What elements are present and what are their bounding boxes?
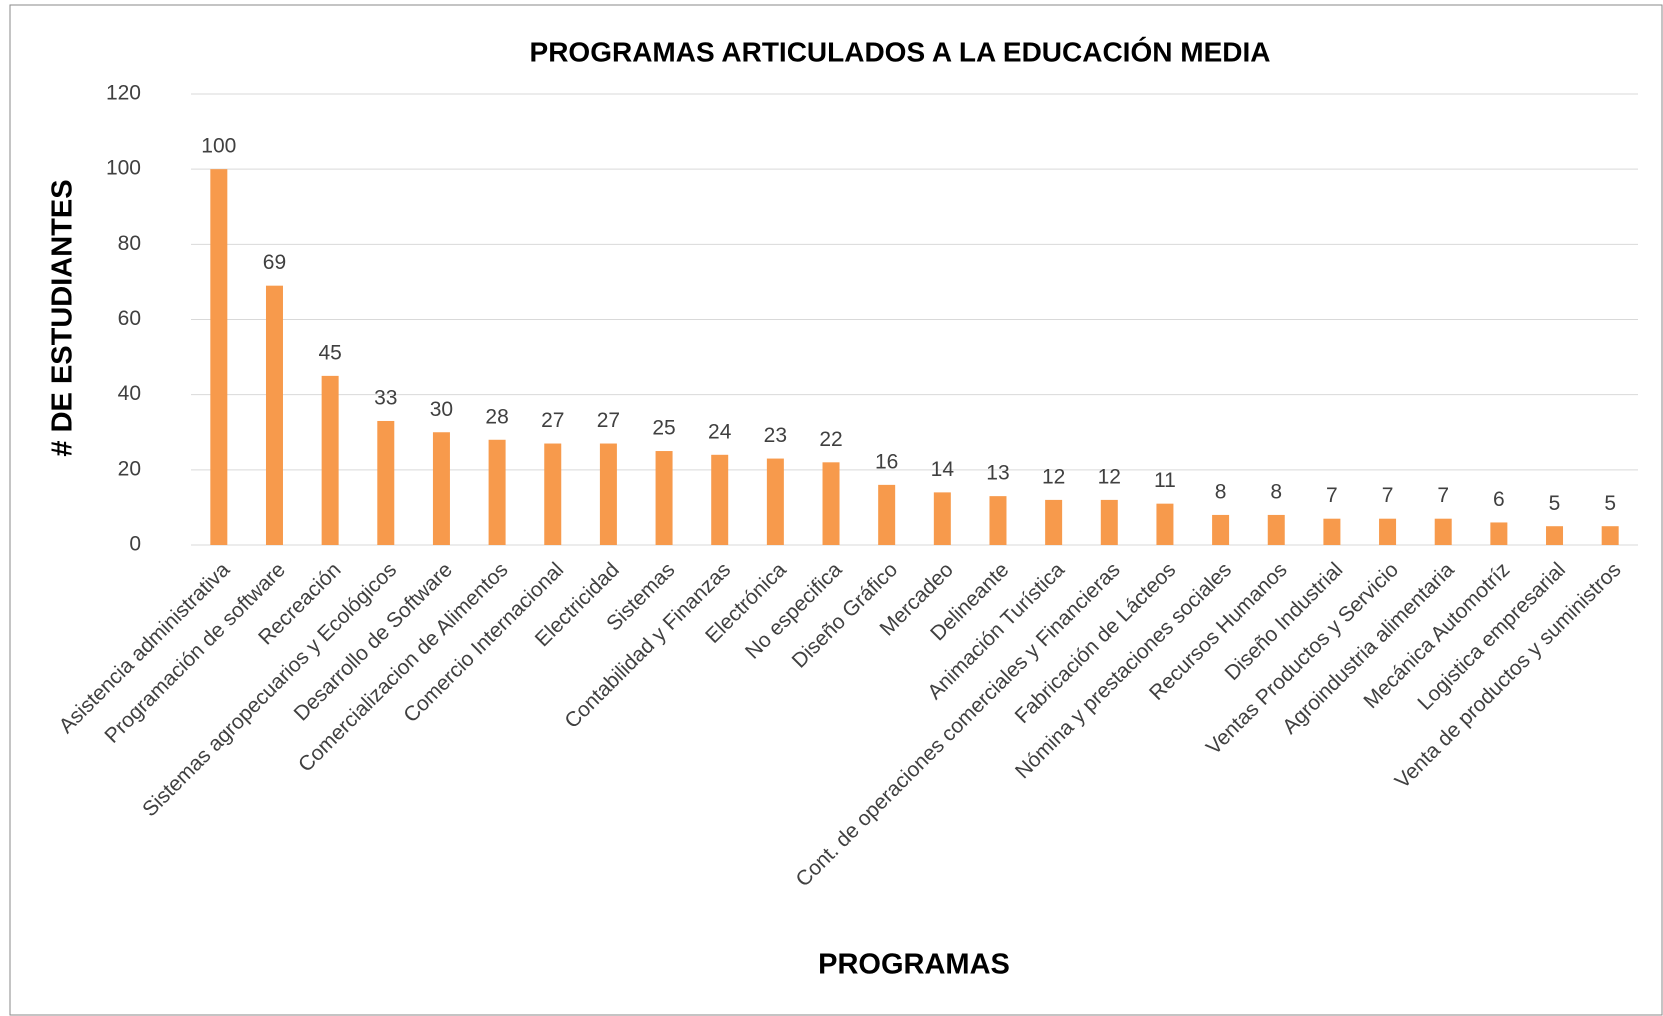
bar xyxy=(989,496,1007,545)
bar xyxy=(1045,499,1063,545)
data-label: 23 xyxy=(764,424,787,447)
bar xyxy=(1212,514,1230,545)
data-label: 8 xyxy=(1270,480,1282,503)
data-label: 30 xyxy=(430,398,453,421)
data-label: 25 xyxy=(652,417,675,440)
data-label: 27 xyxy=(541,409,564,432)
data-label: 6 xyxy=(1493,488,1505,511)
data-label: 24 xyxy=(708,420,732,443)
bar xyxy=(321,375,339,545)
data-label: 7 xyxy=(1382,484,1394,507)
y-tick-label: 100 xyxy=(106,157,141,180)
data-label: 13 xyxy=(986,462,1009,485)
bar xyxy=(1546,526,1564,545)
bar xyxy=(1490,522,1508,545)
data-label: 45 xyxy=(318,341,341,364)
bar xyxy=(265,285,283,545)
bar xyxy=(1434,518,1452,545)
data-label: 22 xyxy=(819,428,842,451)
bar xyxy=(766,458,784,545)
data-label: 16 xyxy=(875,450,898,473)
bar xyxy=(711,454,729,545)
data-label: 11 xyxy=(1154,469,1176,492)
data-label: 7 xyxy=(1437,484,1449,507)
data-label: 5 xyxy=(1604,492,1616,515)
chart-title: PROGRAMAS ARTICULADOS A LA EDUCACIÓN MED… xyxy=(530,36,1271,67)
data-label: 14 xyxy=(931,458,955,481)
bar xyxy=(1156,503,1174,545)
data-label: 69 xyxy=(263,251,286,274)
bar xyxy=(210,169,228,545)
bar xyxy=(933,492,951,545)
data-label: 12 xyxy=(1042,465,1065,488)
bar xyxy=(878,484,896,545)
y-tick-label: 0 xyxy=(129,533,141,556)
bar xyxy=(1267,514,1285,545)
bar xyxy=(544,443,562,545)
bar xyxy=(432,432,450,545)
bar xyxy=(1100,499,1118,545)
bar xyxy=(377,420,395,545)
data-label: 27 xyxy=(597,409,620,432)
data-label: 5 xyxy=(1549,492,1561,515)
bar xyxy=(1601,526,1619,545)
bar xyxy=(1323,518,1341,545)
data-label: 33 xyxy=(374,387,397,410)
bar xyxy=(488,439,506,545)
bar xyxy=(599,443,617,545)
bar xyxy=(1379,518,1397,545)
y-tick-label: 80 xyxy=(118,232,141,255)
data-label: 12 xyxy=(1098,465,1121,488)
y-axis-label: # DE ESTUDIANTES xyxy=(47,179,79,456)
data-label: 8 xyxy=(1215,480,1227,503)
y-tick-label: 120 xyxy=(106,82,141,105)
y-tick-label: 60 xyxy=(118,307,141,330)
x-axis-label: PROGRAMAS xyxy=(818,949,1010,981)
y-tick-label: 40 xyxy=(118,382,141,405)
data-label: 28 xyxy=(485,405,508,428)
data-label: 100 xyxy=(201,135,236,158)
y-tick-label: 20 xyxy=(118,457,141,480)
data-label: 7 xyxy=(1326,484,1338,507)
bar xyxy=(655,451,673,545)
bar xyxy=(822,462,840,545)
